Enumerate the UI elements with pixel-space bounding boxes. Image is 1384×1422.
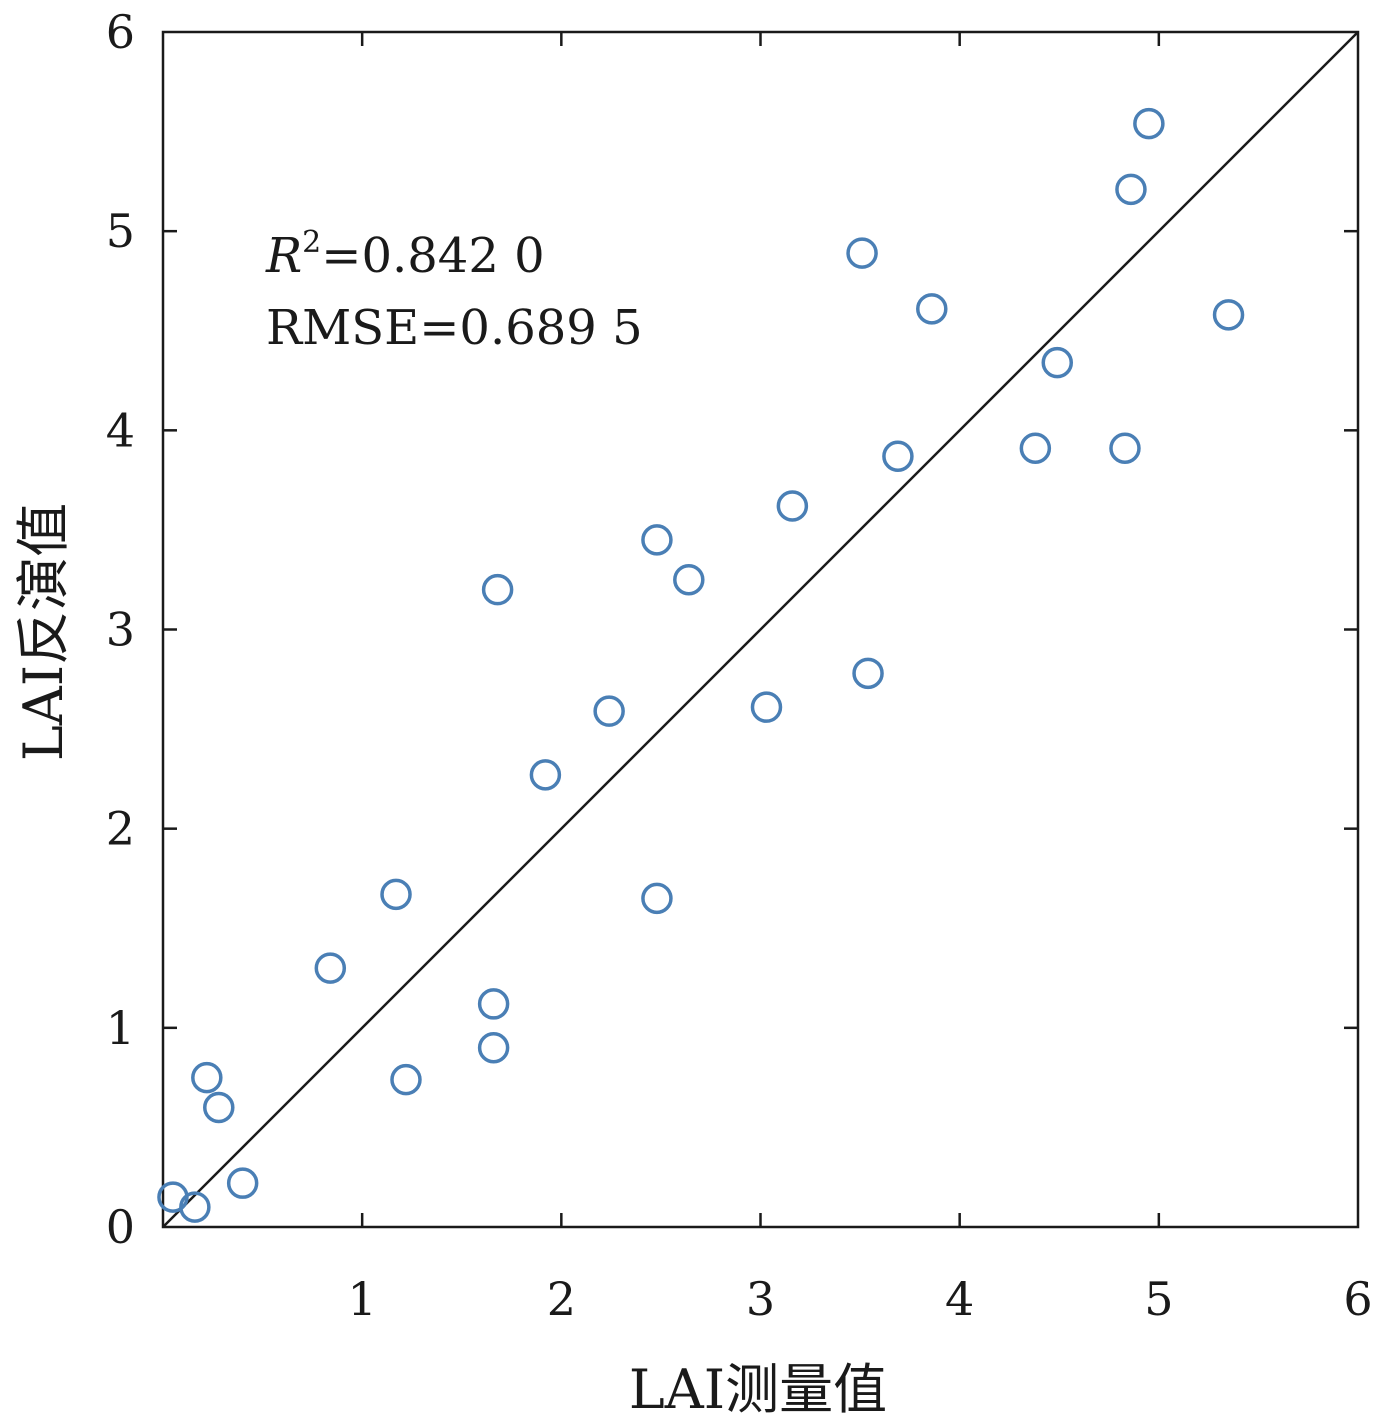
x-tick-label: 1 bbox=[348, 1272, 377, 1326]
data-point bbox=[179, 1191, 211, 1223]
r-squared-superscript: 2 bbox=[302, 225, 321, 260]
data-point bbox=[1109, 432, 1141, 465]
data-point bbox=[1212, 299, 1245, 331]
x-axis-title: LAI测量值 bbox=[629, 1358, 887, 1421]
x-tick-label: 4 bbox=[945, 1272, 974, 1326]
data-point bbox=[1115, 173, 1147, 206]
data-point bbox=[882, 440, 914, 472]
data-point bbox=[641, 882, 673, 915]
data-point bbox=[191, 1061, 223, 1094]
data-point bbox=[641, 524, 673, 556]
data-point bbox=[226, 1167, 259, 1199]
axis-ticks bbox=[163, 32, 1358, 1227]
x-tick-label: 6 bbox=[1343, 1272, 1372, 1326]
data-points bbox=[157, 107, 1245, 1223]
data-point bbox=[1041, 346, 1074, 379]
r-squared-annotation: R2=0.842 0 bbox=[265, 225, 545, 284]
data-point bbox=[390, 1063, 422, 1096]
y-tick-label: 5 bbox=[106, 204, 135, 258]
data-point bbox=[673, 563, 705, 596]
data-point bbox=[852, 657, 884, 690]
x-tick-label: 5 bbox=[1144, 1272, 1173, 1326]
y-tick-label: 3 bbox=[106, 603, 135, 657]
data-point bbox=[776, 490, 809, 522]
data-point bbox=[477, 988, 510, 1020]
data-point bbox=[750, 691, 783, 723]
r-squared-value: =0.842 0 bbox=[321, 228, 544, 284]
data-point bbox=[314, 952, 347, 984]
y-tick-label: 0 bbox=[106, 1200, 135, 1254]
data-point bbox=[593, 695, 625, 727]
y-axis-title: LAI反演值 bbox=[12, 503, 75, 761]
x-tick-label: 2 bbox=[547, 1272, 576, 1326]
data-point bbox=[846, 237, 878, 269]
data-point bbox=[203, 1091, 235, 1124]
data-point bbox=[529, 759, 562, 791]
rmse-annotation: RMSE=0.689 5 bbox=[266, 300, 643, 356]
x-tick-label: 3 bbox=[746, 1272, 775, 1326]
y-tick-label: 2 bbox=[106, 802, 135, 856]
data-point bbox=[477, 1032, 510, 1064]
x-axis-tick-labels: 1 2 3 4 5 6 bbox=[348, 1272, 1373, 1326]
data-point bbox=[481, 573, 514, 606]
data-point bbox=[1133, 107, 1165, 140]
data-point bbox=[1019, 432, 1052, 465]
y-axis-tick-labels: 0 1 2 3 4 5 6 bbox=[106, 5, 135, 1254]
y-tick-label: 6 bbox=[106, 5, 135, 59]
one-to-one-line bbox=[162, 31, 1359, 1228]
data-point bbox=[916, 293, 948, 325]
r-squared-symbol: R bbox=[265, 228, 302, 284]
y-tick-label: 4 bbox=[106, 403, 135, 457]
data-point bbox=[380, 878, 412, 911]
y-tick-label: 1 bbox=[106, 1001, 135, 1055]
